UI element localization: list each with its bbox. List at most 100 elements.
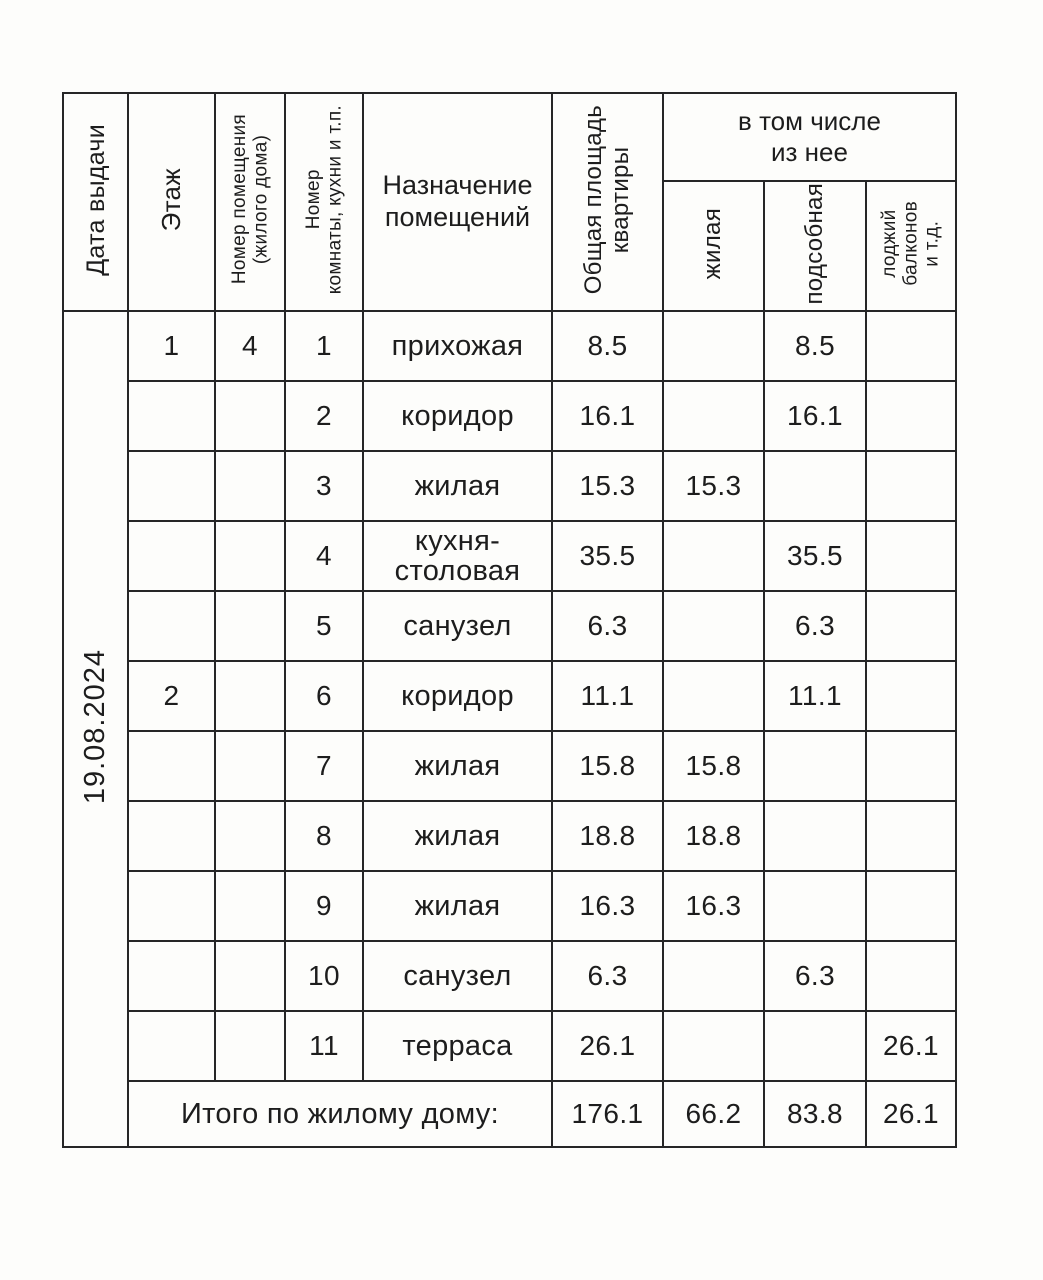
cell-premises-number xyxy=(214,730,286,802)
cell-total-area: 6.3 xyxy=(551,590,664,662)
cell-loggia-area: 26.1 xyxy=(865,1010,957,1082)
cell-room-number: 10 xyxy=(284,940,364,1012)
header-row-sub: жилая подсобная лоджий балконов и т.д. xyxy=(63,180,957,312)
cell-floor xyxy=(127,450,216,522)
header-living-area: жилая xyxy=(662,180,765,312)
cell-purpose: прихожая xyxy=(362,310,553,382)
cell-room-number: 5 xyxy=(284,590,364,662)
table-row-5: 5 санузел 6.3 6.3 xyxy=(63,590,957,662)
cell-total-area: 16.3 xyxy=(551,870,664,942)
total-auxiliary-sum: 83.8 xyxy=(763,1080,867,1148)
table-row-1: 19.08.2024 1 4 1 прихожая 8.5 8.5 xyxy=(62,310,957,1148)
table-body: 19.08.2024 1 4 1 прихожая 8.5 8.5 2 кори… xyxy=(62,310,957,1148)
table-row-11: 11 терраса 26.1 26.1 xyxy=(63,1010,957,1082)
cell-purpose: терраса xyxy=(362,1010,553,1082)
cell-room-number: 4 xyxy=(284,520,364,592)
table-header: Дата выдачи Этаж Номер помещения (жилого… xyxy=(62,92,957,312)
table-row-10: 10 санузел 6.3 6.3 xyxy=(63,940,957,1012)
cell-total-area: 15.8 xyxy=(551,730,664,802)
cell-room-number: 3 xyxy=(284,450,364,522)
header-including-label: в том числе из нее xyxy=(738,106,881,167)
header-purpose-label: Назначение помещений xyxy=(382,170,533,232)
cell-floor: 1 xyxy=(127,310,216,382)
cell-loggia-area xyxy=(865,800,957,872)
total-living-sum: 66.2 xyxy=(662,1080,765,1148)
header-row-top: Дата выдачи Этаж Номер помещения (жилого… xyxy=(62,92,957,312)
cell-living-area xyxy=(662,520,765,592)
cell-floor: 2 xyxy=(127,660,216,732)
cell-total-area: 8.5 xyxy=(551,310,664,382)
cell-loggia-area xyxy=(865,870,957,942)
cell-floor xyxy=(127,380,216,452)
header-room-number-label: Номер комнаты, кухни и т.п. xyxy=(302,104,345,295)
cell-auxiliary-area xyxy=(763,730,867,802)
cell-auxiliary-area: 6.3 xyxy=(763,940,867,1012)
header-auxiliary-area-label: подсобная xyxy=(800,182,828,305)
cell-living-area xyxy=(662,310,765,382)
cell-loggia-area xyxy=(865,730,957,802)
cell-living-area xyxy=(662,1010,765,1082)
cell-premises-number xyxy=(214,800,286,872)
header-premises-number-label: Номер помещения (жилого дома) xyxy=(228,114,271,285)
cell-room-number: 1 xyxy=(284,310,364,382)
cell-floor xyxy=(127,1010,216,1082)
cell-auxiliary-area: 35.5 xyxy=(763,520,867,592)
cell-floor xyxy=(127,590,216,662)
table-row-7: 7 жилая 15.8 15.8 xyxy=(63,730,957,802)
header-loggia-area-label: лоджий балконов и т.д. xyxy=(879,201,943,286)
header-including: в том числе из нее xyxy=(662,92,957,182)
total-row-label: Итого по жилому дому: xyxy=(127,1080,553,1148)
header-purpose: Назначение помещений xyxy=(362,92,553,312)
total-area-sum: 176.1 xyxy=(551,1080,664,1148)
cell-room-number: 11 xyxy=(284,1010,364,1082)
cell-purpose: коридор xyxy=(362,660,553,732)
cell-auxiliary-area xyxy=(763,450,867,522)
cell-living-area xyxy=(662,380,765,452)
cell-room-number: 7 xyxy=(284,730,364,802)
header-loggia-area: лоджий балконов и т.д. xyxy=(865,180,957,312)
cell-auxiliary-area: 11.1 xyxy=(763,660,867,732)
cell-premises-number xyxy=(214,590,286,662)
cell-purpose: жилая xyxy=(362,730,553,802)
cell-total-area: 26.1 xyxy=(551,1010,664,1082)
cell-living-area xyxy=(662,590,765,662)
cell-loggia-area xyxy=(865,450,957,522)
date-of-issue-value: 19.08.2024 xyxy=(79,648,112,805)
cell-purpose: санузел xyxy=(362,590,553,662)
cell-date-of-issue: 19.08.2024 xyxy=(62,310,129,1148)
cell-loggia-area xyxy=(865,660,957,732)
cell-floor xyxy=(127,730,216,802)
cell-total-area: 6.3 xyxy=(551,940,664,1012)
cell-premises-number xyxy=(214,940,286,1012)
cell-premises-number xyxy=(214,870,286,942)
cell-living-area xyxy=(662,940,765,1012)
header-date-of-issue: Дата выдачи xyxy=(62,92,129,312)
cell-purpose: жилая xyxy=(362,450,553,522)
cell-premises-number xyxy=(214,380,286,452)
cell-floor xyxy=(127,940,216,1012)
cell-floor xyxy=(127,520,216,592)
cell-auxiliary-area xyxy=(763,870,867,942)
cell-living-area: 18.8 xyxy=(662,800,765,872)
cell-auxiliary-area: 16.1 xyxy=(763,380,867,452)
cell-premises-number: 4 xyxy=(214,310,286,382)
cell-room-number: 9 xyxy=(284,870,364,942)
cell-living-area: 16.3 xyxy=(662,870,765,942)
table-row-2: 2 коридор 16.1 16.1 xyxy=(63,380,957,452)
cell-living-area: 15.3 xyxy=(662,450,765,522)
cell-auxiliary-area: 6.3 xyxy=(763,590,867,662)
cell-loggia-area xyxy=(865,590,957,662)
header-total-area-label: Общая площадь квартиры xyxy=(579,104,634,295)
cell-loggia-area xyxy=(865,520,957,592)
table-row-9: 9 жилая 16.3 16.3 xyxy=(63,870,957,942)
cell-total-area: 35.5 xyxy=(551,520,664,592)
cell-purpose: жилая xyxy=(362,800,553,872)
total-loggia-sum: 26.1 xyxy=(865,1080,957,1148)
table-row-8: 8 жилая 18.8 18.8 xyxy=(63,800,957,872)
cell-purpose: коридор xyxy=(362,380,553,452)
cell-loggia-area xyxy=(865,310,957,382)
cell-auxiliary-area xyxy=(763,800,867,872)
cell-purpose: жилая xyxy=(362,870,553,942)
cell-premises-number xyxy=(214,660,286,732)
header-floor: Этаж xyxy=(127,92,216,312)
